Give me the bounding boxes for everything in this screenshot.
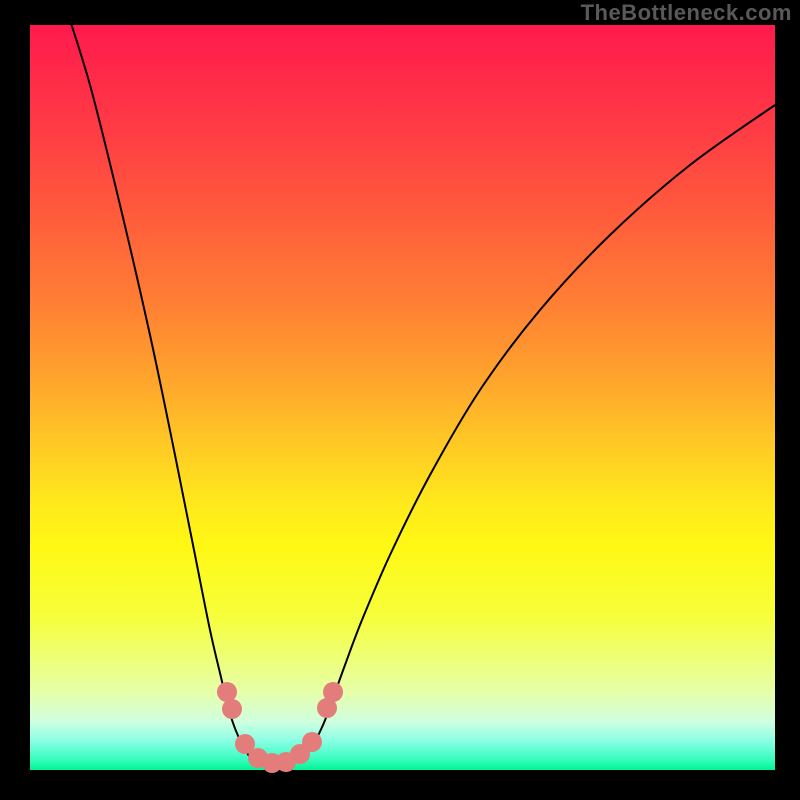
curve-markers <box>217 682 343 773</box>
curve-marker <box>217 682 237 702</box>
canvas: TheBottleneck.com <box>0 0 800 800</box>
bottleneck-curve <box>65 5 775 768</box>
watermark-text: TheBottleneck.com <box>581 0 792 26</box>
curve-marker <box>222 699 242 719</box>
plot-area <box>30 25 775 770</box>
chart-svg <box>30 25 775 770</box>
curve-marker <box>323 682 343 702</box>
curve-marker <box>302 732 322 752</box>
